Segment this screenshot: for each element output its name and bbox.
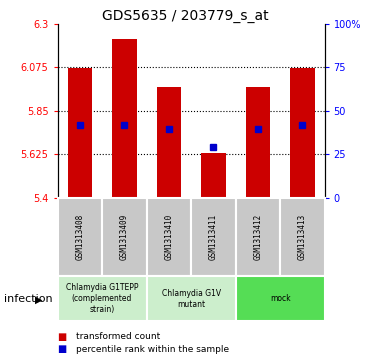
- Text: GSM1313413: GSM1313413: [298, 214, 307, 260]
- Text: Chlamydia G1TEPP
(complemented
strain): Chlamydia G1TEPP (complemented strain): [66, 283, 138, 314]
- Text: GSM1313408: GSM1313408: [75, 214, 84, 260]
- Text: GSM1313409: GSM1313409: [120, 214, 129, 260]
- Text: GSM1313412: GSM1313412: [253, 214, 262, 260]
- Text: ■: ■: [58, 332, 67, 342]
- Text: GSM1313411: GSM1313411: [209, 214, 218, 260]
- Text: GSM1313410: GSM1313410: [164, 214, 173, 260]
- Bar: [201, 153, 226, 198]
- Text: transformed count: transformed count: [76, 333, 160, 341]
- Bar: [290, 68, 315, 198]
- Bar: [112, 39, 137, 198]
- Text: GDS5635 / 203779_s_at: GDS5635 / 203779_s_at: [102, 9, 269, 23]
- Text: ▶: ▶: [35, 294, 43, 305]
- Text: percentile rank within the sample: percentile rank within the sample: [76, 345, 229, 354]
- Bar: [68, 68, 92, 198]
- Bar: [246, 87, 270, 198]
- Text: infection: infection: [4, 294, 52, 305]
- Text: mock: mock: [270, 294, 290, 303]
- Text: ■: ■: [58, 344, 67, 354]
- Bar: [157, 87, 181, 198]
- Text: Chlamydia G1V
mutant: Chlamydia G1V mutant: [161, 289, 221, 309]
